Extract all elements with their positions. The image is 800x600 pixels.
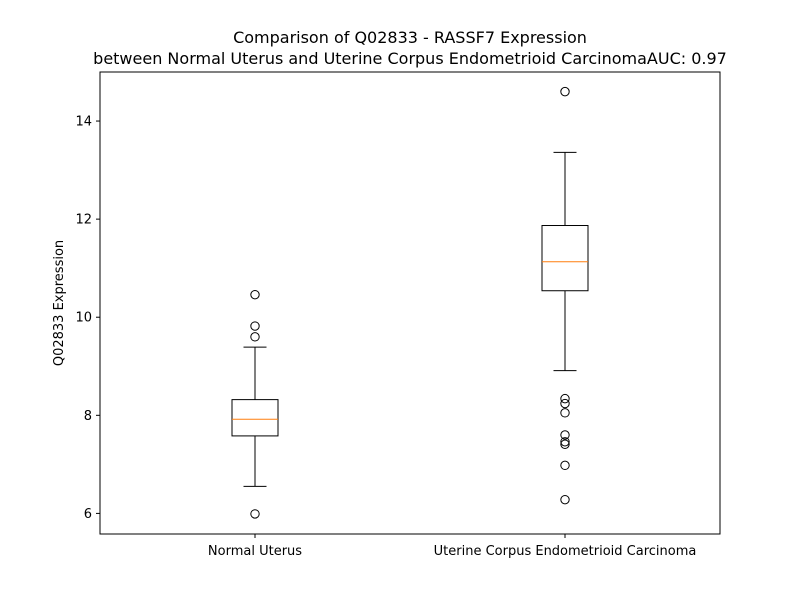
outlier-point <box>560 460 570 471</box>
x-axis: Normal Uterus Uterine Corpus Endometrioid… <box>208 534 696 559</box>
outlier-point <box>560 398 570 409</box>
outlier-point <box>250 332 260 342</box>
iqr-box <box>541 225 589 292</box>
outlier-point <box>560 408 570 418</box>
chart-title-line-2: between Normal Uterus and Uterine Corpus… <box>93 49 727 68</box>
iqr-box <box>231 399 279 437</box>
box-group <box>231 289 279 519</box>
y-tick-label: 8 <box>84 409 92 424</box>
outlier-point <box>560 430 570 440</box>
outlier-point <box>250 289 260 300</box>
outlier-point <box>560 393 570 404</box>
y-tick-label: 10 <box>75 311 92 326</box>
x-tick-label: Uterine Corpus Endometrioid Carcinoma <box>434 544 697 559</box>
chart-title-line-1: Comparison of Q02833 - RASSF7 Expression <box>233 28 587 47</box>
outlier-point <box>560 86 570 97</box>
outlier-point <box>250 509 260 519</box>
x-tick-label: Normal Uterus <box>208 544 302 559</box>
box-group <box>541 86 589 505</box>
outlier-point <box>560 494 570 505</box>
y-tick-label: 6 <box>84 507 92 522</box>
outlier-point <box>560 439 570 449</box>
y-axis-label: Q02833 Expression <box>52 240 67 366</box>
y-tick-label: 12 <box>75 213 92 228</box>
outlier-point <box>560 437 570 447</box>
box-series <box>231 86 589 519</box>
outlier-point <box>250 321 260 331</box>
y-tick-label: 14 <box>75 115 92 130</box>
plot-area-frame <box>99 71 721 535</box>
y-axis: 6 8 10 12 14 <box>75 115 100 522</box>
